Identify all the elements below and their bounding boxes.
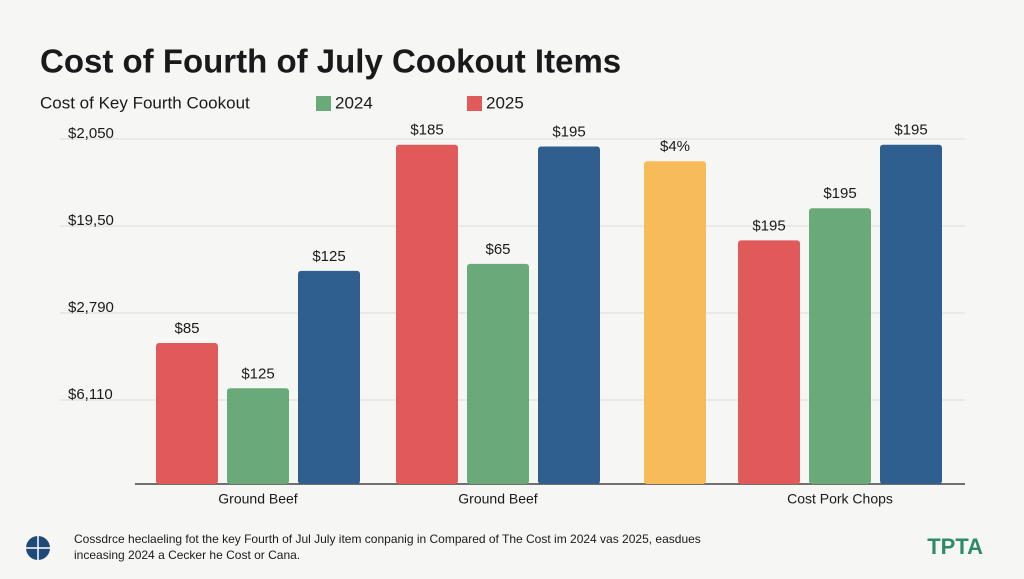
bar (227, 388, 289, 484)
bar (396, 144, 458, 484)
chart-title: Cost of Fourth of July Cookout Items (40, 43, 621, 80)
bar-label: $65 (485, 241, 510, 258)
y-tick-label: $6,110 (68, 386, 113, 403)
y-tick-label: $19,50 (68, 212, 114, 229)
bar (467, 263, 529, 484)
legend-label: 2024 (335, 93, 373, 112)
bar (809, 208, 871, 484)
chart-subtitle: Cost of Key Fourth Cookout (40, 93, 250, 112)
footer-text: inceasing 2024 a Cecker he Cost or Cana. (74, 548, 300, 562)
legend-label: 2025 (486, 93, 524, 112)
footer-text: Cossdrce heclaeling fot the key Fourth o… (74, 532, 701, 546)
bar (156, 343, 218, 484)
y-tick-label: $2,790 (68, 299, 114, 316)
bar-label: $4% (660, 138, 690, 155)
bar (538, 146, 600, 484)
legend-swatch (316, 96, 331, 111)
y-tick-label: $2,050 (68, 125, 114, 142)
bar-label: $195 (894, 122, 927, 139)
logo: TPTA (927, 534, 983, 559)
x-tick-label: Ground Beef (458, 491, 537, 507)
bar (880, 144, 942, 484)
bar (738, 240, 800, 484)
bar-label: $195 (552, 123, 585, 140)
x-tick-label: Cost Pork Chops (787, 491, 893, 507)
bar-label: $85 (174, 320, 199, 337)
bar-label: $195 (752, 217, 785, 234)
bar (298, 270, 360, 484)
bar-label: $125 (312, 248, 345, 265)
bar-label: $195 (823, 185, 856, 202)
bar (644, 161, 706, 485)
x-tick-label: Ground Beef (218, 491, 297, 507)
legend-swatch (467, 96, 482, 111)
bar-label: $125 (241, 365, 274, 382)
bar-label: $185 (410, 122, 443, 139)
